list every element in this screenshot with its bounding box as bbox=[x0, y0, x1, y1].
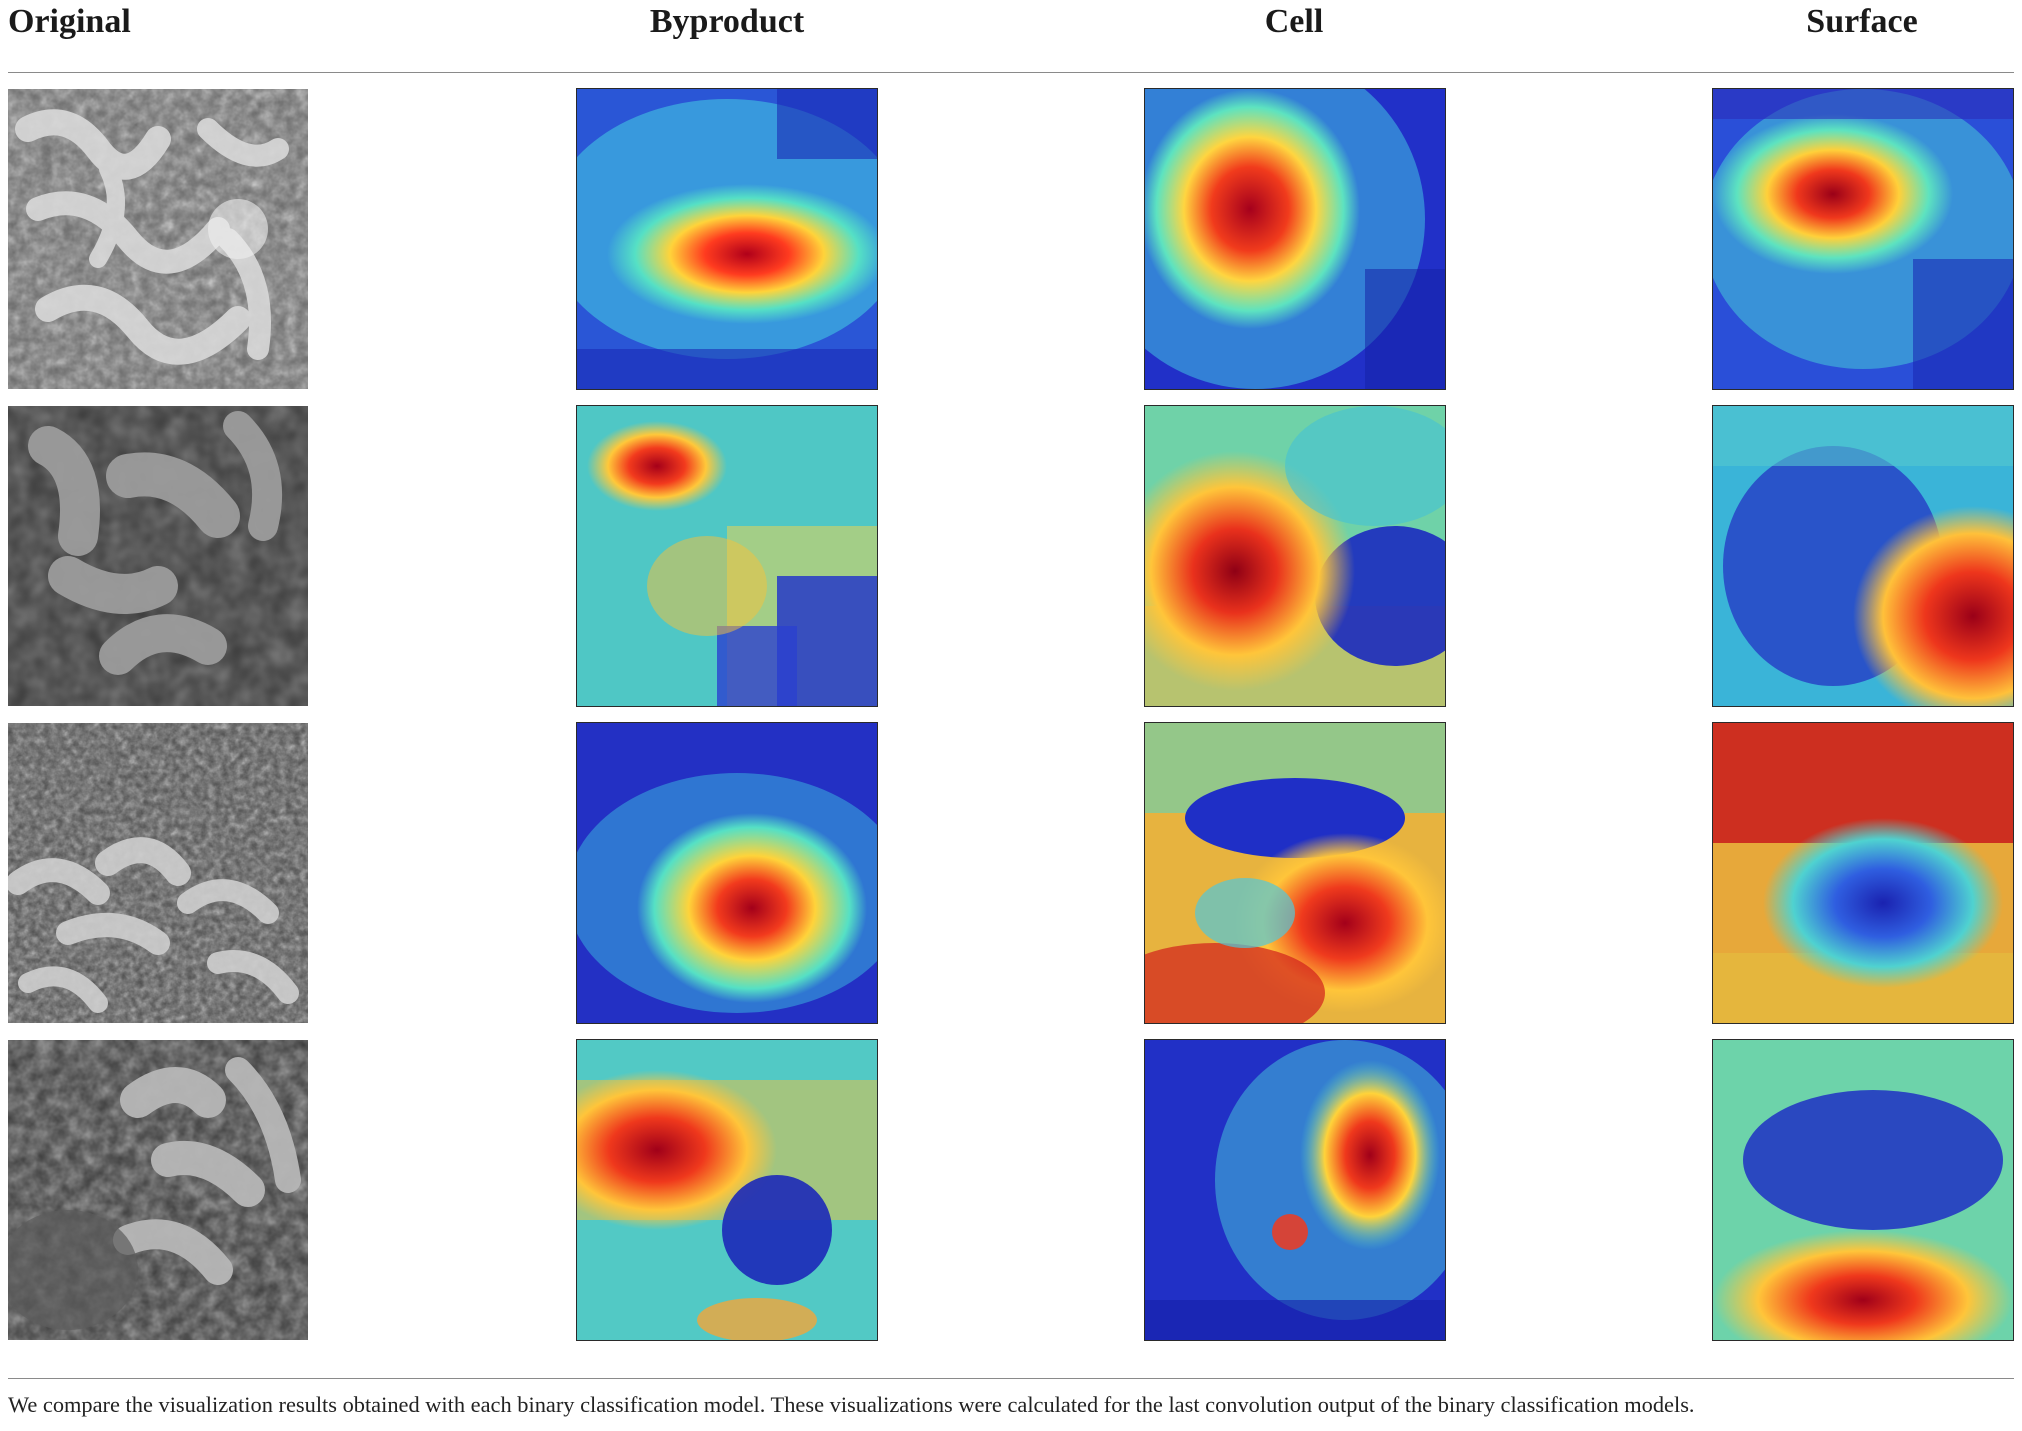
column-title-original: Original bbox=[8, 3, 131, 40]
sem-image-row-4 bbox=[8, 1040, 308, 1340]
heatmap-row-4-surface bbox=[1712, 1039, 2014, 1341]
column-title-surface: Surface bbox=[1806, 3, 1918, 40]
figure-header: Original Byproduct Cell Surface bbox=[0, 0, 2022, 56]
heatmap-row-3-byproduct bbox=[576, 722, 878, 1024]
figure-caption: We compare the visualization results obt… bbox=[8, 1392, 1695, 1417]
heatmap-row-4-cell bbox=[1144, 1039, 1446, 1341]
sem-image-row-2 bbox=[8, 406, 308, 706]
header-rule bbox=[8, 72, 2014, 73]
column-title-cell: Cell bbox=[1264, 3, 1324, 40]
heatmap-row-3-cell bbox=[1144, 722, 1446, 1024]
sem-image-row-3 bbox=[8, 723, 308, 1023]
heatmap-row-1-surface bbox=[1712, 88, 2014, 390]
sem-image-row-1 bbox=[8, 89, 308, 389]
heatmap-row-2-surface bbox=[1712, 405, 2014, 707]
heatmap-row-1-byproduct bbox=[576, 88, 878, 390]
heatmap-row-2-cell bbox=[1144, 405, 1446, 707]
heatmap-row-3-surface bbox=[1712, 722, 2014, 1024]
column-title-byproduct: Byproduct bbox=[649, 3, 805, 40]
heatmap-row-4-byproduct bbox=[576, 1039, 878, 1341]
heatmap-row-2-byproduct bbox=[576, 405, 878, 707]
heatmap-row-1-cell bbox=[1144, 88, 1446, 390]
caption-rule bbox=[8, 1378, 2014, 1379]
